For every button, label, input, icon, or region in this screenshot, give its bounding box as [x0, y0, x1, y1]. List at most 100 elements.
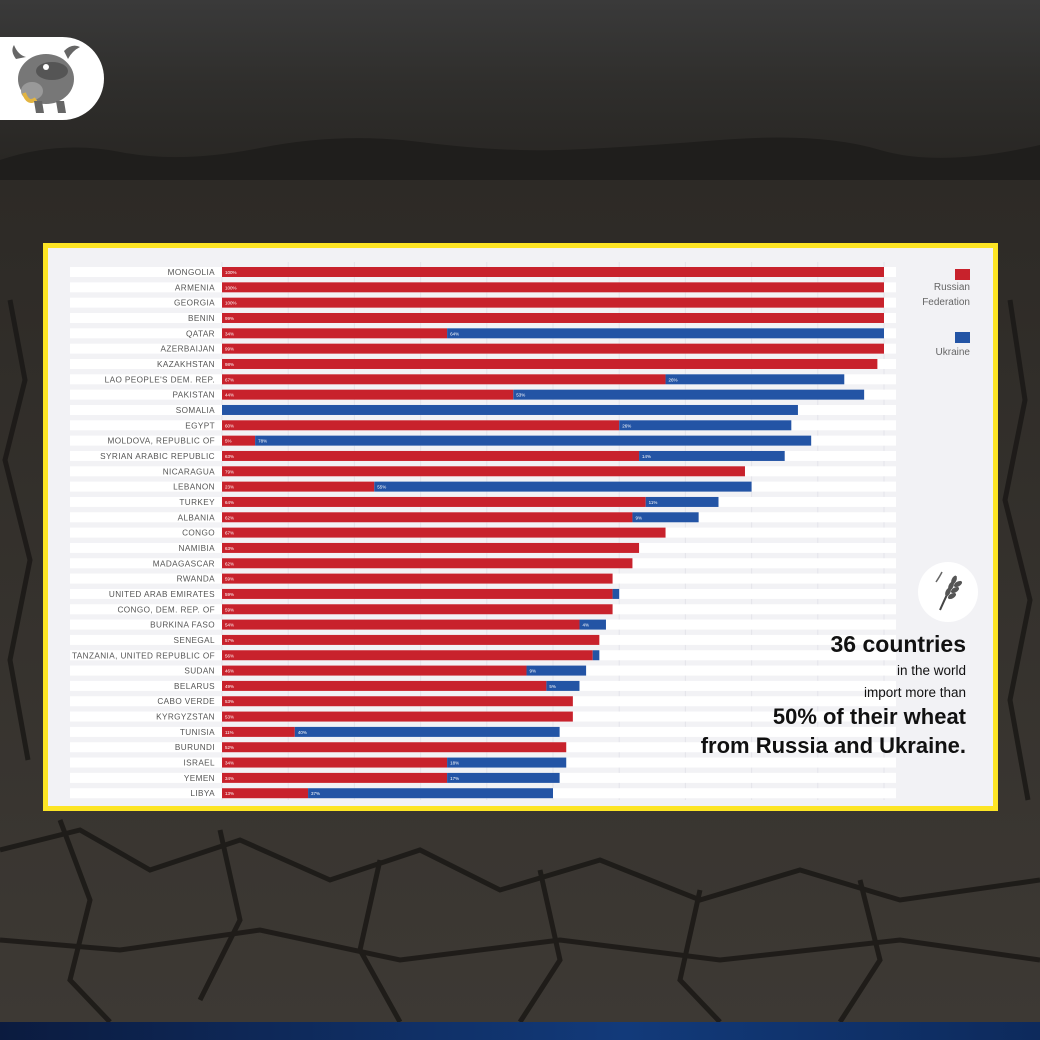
- category-label: MADAGASCAR: [153, 559, 215, 568]
- logo-badge: [0, 37, 104, 120]
- wheat-icon: [935, 571, 963, 611]
- data-label: 17%: [450, 776, 459, 781]
- data-label: 79%: [225, 469, 234, 474]
- category-label: YEMEN: [184, 774, 215, 783]
- data-label: 67%: [225, 377, 234, 382]
- category-label: AZERBAIJAN: [160, 345, 215, 354]
- data-label: 14%: [642, 454, 651, 459]
- data-label: 5%: [549, 684, 556, 689]
- category-label: GEORGIA: [174, 299, 215, 308]
- category-label: SYRIAN ARABIC REPUBLIC: [100, 452, 215, 461]
- category-label: EGYPT: [185, 421, 215, 430]
- category-label: CONGO, DEM. REP. OF: [117, 605, 215, 614]
- data-label: 44%: [225, 393, 234, 398]
- legend-label-ukraine: Ukraine: [935, 347, 970, 358]
- headline-line2: in the world: [896, 663, 966, 678]
- data-label: 98%: [225, 362, 234, 367]
- bar-russia: [222, 358, 878, 369]
- bar-russia: [222, 374, 666, 385]
- wheat-import-bar-chart: MONGOLIA 100% ARMENIA 100% GEORGIA 100% BENIN 9…: [70, 262, 896, 800]
- bar-russia: [222, 466, 745, 477]
- bar-russia: [222, 389, 514, 400]
- data-label: 62%: [225, 561, 234, 566]
- category-label: SUDAN: [184, 667, 215, 676]
- data-label: 4%: [582, 623, 589, 628]
- bar-russia: [222, 726, 295, 737]
- category-label: ARMENIA: [175, 283, 215, 292]
- category-label: KAZAKHSTAN: [157, 360, 215, 369]
- category-label: TANZANIA, UNITED REPUBLIC OF: [72, 651, 215, 660]
- data-label: 34%: [225, 761, 234, 766]
- bar-ukraine: [579, 619, 606, 630]
- data-label: 64%: [225, 500, 234, 505]
- headline-line4: 50% of their wheat: [772, 704, 966, 729]
- data-label: 67%: [225, 531, 234, 536]
- data-label: 34%: [225, 331, 234, 336]
- chart-panel: MONGOLIA 100% ARMENIA 100% GEORGIA 100% BENIN 9…: [48, 248, 993, 806]
- bar-ukraine: [294, 726, 560, 737]
- bar-russia: [222, 788, 309, 799]
- category-label: UNITED ARAB EMIRATES: [109, 590, 215, 599]
- bar-ukraine: [447, 772, 560, 783]
- data-label: 59%: [225, 607, 234, 612]
- data-label: 56%: [225, 653, 234, 658]
- data-label: 99%: [225, 316, 234, 321]
- data-label: 23%: [225, 485, 234, 490]
- data-label: 9%: [635, 515, 642, 520]
- bar-ukraine: [592, 650, 600, 661]
- data-label: 49%: [225, 684, 234, 689]
- bar-russia: [222, 420, 620, 431]
- category-label: TURKEY: [179, 498, 215, 507]
- category-label: SOMALIA: [176, 406, 215, 415]
- bar-russia: [222, 742, 567, 753]
- category-label: BENIN: [188, 314, 215, 323]
- category-label: QATAR: [186, 329, 215, 338]
- category-label: MONGOLIA: [168, 268, 215, 277]
- bar-russia: [222, 619, 580, 630]
- bar-russia: [222, 604, 613, 615]
- bar-russia: [222, 312, 884, 323]
- bottom-color-strip: [0, 1022, 1040, 1040]
- bar-russia: [222, 297, 884, 308]
- bar-ukraine: [513, 389, 865, 400]
- category-label: LIBYA: [190, 789, 215, 798]
- data-label: 26%: [622, 423, 631, 428]
- data-label: 53%: [516, 393, 525, 398]
- bar-russia: [222, 435, 256, 446]
- headline-count: 36 countries: [830, 631, 967, 657]
- bar-ukraine: [447, 328, 884, 339]
- data-label: 55%: [377, 485, 386, 490]
- legend-swatch-russia: [955, 269, 970, 280]
- bar-russia: [222, 558, 633, 569]
- bar-russia: [222, 772, 448, 783]
- category-label: ALBANIA: [178, 513, 216, 522]
- bar-ukraine: [665, 374, 845, 385]
- bar-russia: [222, 665, 527, 676]
- wheat-badge: [918, 562, 978, 622]
- data-label: 11%: [225, 730, 234, 735]
- category-label: BURKINA FASO: [150, 621, 215, 630]
- bar-russia: [222, 450, 640, 461]
- bar-russia: [222, 650, 593, 661]
- data-label: 99%: [225, 347, 234, 352]
- data-label: 59%: [225, 577, 234, 582]
- bar-russia: [222, 573, 613, 584]
- category-label: MOLDOVA, REPUBLIC OF: [108, 437, 215, 446]
- bar-ukraine: [308, 788, 553, 799]
- category-label: KYRGYZSTAN: [156, 713, 215, 722]
- bar-russia: [222, 481, 375, 492]
- data-label: 60%: [225, 423, 234, 428]
- bar-ukraine: [639, 450, 785, 461]
- data-label: 26%: [669, 377, 678, 382]
- chart-frame: MONGOLIA 100% ARMENIA 100% GEORGIA 100% BENIN 9…: [43, 243, 998, 811]
- data-label: 54%: [225, 623, 234, 628]
- category-label: NICARAGUA: [163, 467, 215, 476]
- bar-ukraine: [526, 665, 587, 676]
- data-label: 34%: [225, 776, 234, 781]
- bar-russia: [222, 512, 633, 523]
- category-label: LAO PEOPLE'S DEM. REP.: [105, 375, 215, 384]
- bar-ukraine: [645, 496, 719, 507]
- bar-ukraine: [632, 512, 699, 523]
- data-label: 53%: [225, 699, 234, 704]
- data-label: 52%: [225, 745, 234, 750]
